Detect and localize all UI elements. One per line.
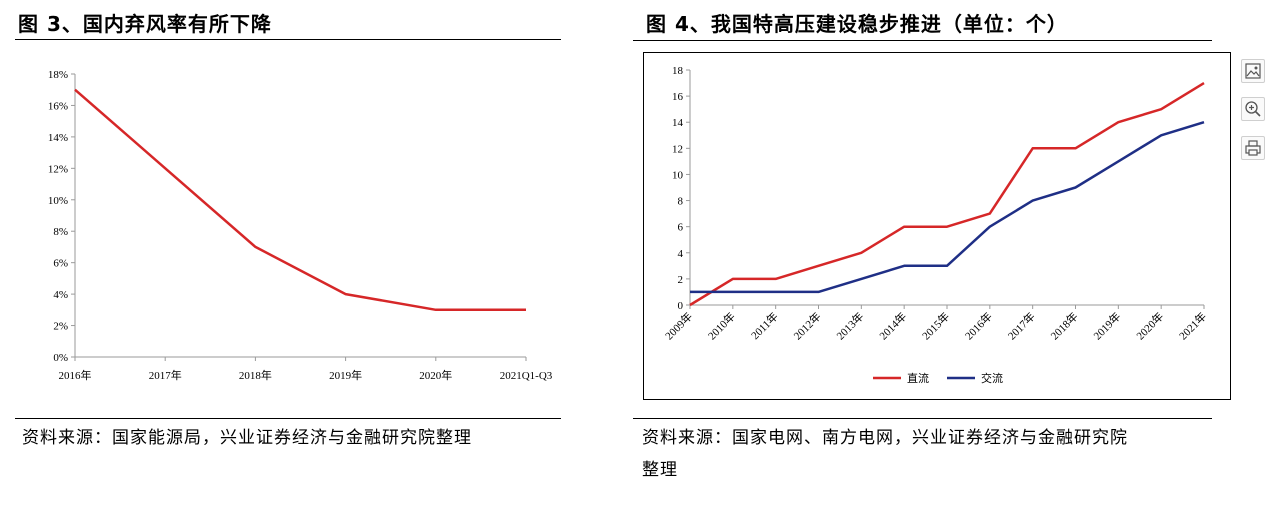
x-tick-label: 2010年 [705, 309, 738, 342]
image-view-button[interactable] [1241, 59, 1265, 83]
legend-label: 交流 [981, 371, 1003, 385]
legend-label: 直流 [907, 371, 929, 385]
zoom-in-button[interactable] [1241, 97, 1265, 121]
figure3-source: 资料来源：国家能源局，兴业证券经济与金融研究院整理 [22, 428, 472, 448]
figure3-source-rule [15, 418, 561, 419]
x-tick-label: 2012年 [790, 309, 823, 342]
y-tick-label: 0% [53, 352, 68, 364]
x-tick-label: 2015年 [919, 309, 952, 342]
series-line-0 [689, 82, 1205, 307]
figure3-title-rule [15, 39, 561, 40]
print-button[interactable] [1241, 136, 1265, 160]
y-tick-label: 4% [53, 289, 68, 301]
figure4-source-rule [633, 418, 1212, 419]
x-tick-label: 2013年 [833, 309, 866, 342]
figure4-title-rule [633, 40, 1212, 41]
y-tick-label: 14 [672, 117, 684, 129]
zoom-in-icon [1245, 101, 1261, 117]
x-tick-label: 2020年 [419, 368, 452, 382]
y-tick-label: 8 [678, 196, 684, 208]
y-tick-label: 18 [672, 65, 684, 77]
x-tick-label: 2017年 [149, 368, 182, 382]
y-tick-label: 18% [48, 69, 68, 81]
x-tick-label: 2016年 [962, 309, 995, 342]
y-tick-label: 6 [678, 222, 684, 234]
y-tick-label: 6% [53, 258, 68, 270]
x-tick-label: 2011年 [748, 309, 781, 342]
y-tick-label: 8% [53, 226, 68, 238]
print-icon [1245, 140, 1261, 156]
x-tick-label: 2009年 [662, 309, 695, 342]
figure3-title: 图 3、国内弃风率有所下降 [18, 12, 272, 36]
x-tick-label: 2017年 [1005, 309, 1038, 342]
x-tick-label: 2021Q1-Q3 [500, 370, 553, 382]
y-tick-label: 12% [48, 163, 68, 175]
y-tick-label: 14% [48, 132, 68, 144]
y-tick-label: 10 [672, 169, 684, 181]
image-icon [1245, 63, 1261, 79]
figure4-source: 资料来源：国家电网、南方电网，兴业证券经济与金融研究院 整理 [642, 422, 1128, 486]
y-tick-label: 10% [48, 195, 68, 207]
figure4-source-line2: 整理 [642, 460, 678, 480]
y-tick-label: 0 [678, 300, 684, 312]
figure4-chart: 0 2 4 6 8 10 12 14 16 18 2009年 2010年 2011年 2012年 2013年… [662, 65, 1209, 385]
figure3-chart: 0% 2% 4% 6% 8% 10% 12% 14% 16% 18% 2016年 2017年 2018年… [48, 69, 553, 382]
x-tick-label: 2018年 [239, 368, 272, 382]
x-tick-label: 2021年 [1176, 309, 1209, 342]
y-tick-label: 2 [678, 274, 684, 286]
figure4-frame [643, 52, 1231, 400]
y-tick-label: 4 [678, 248, 684, 260]
figure4-source-line1: 资料来源：国家电网、南方电网，兴业证券经济与金融研究院 [642, 428, 1128, 448]
x-tick-label: 2019年 [329, 368, 362, 382]
x-tick-label: 2018年 [1047, 309, 1080, 342]
figure4-title: 图 4、我国特高压建设稳步推进（单位：个） [646, 12, 1068, 36]
x-tick-label: 2020年 [1133, 309, 1166, 342]
x-tick-label: 2019年 [1090, 309, 1123, 342]
y-tick-label: 2% [53, 321, 68, 333]
x-tick-label: 2014年 [876, 309, 909, 342]
series-line-1 [690, 121, 1205, 294]
y-tick-label: 12 [672, 143, 683, 155]
x-tick-label: 2016年 [59, 368, 92, 382]
y-tick-label: 16 [672, 91, 684, 103]
y-tick-label: 16% [48, 100, 68, 112]
series-line-0 [74, 88, 526, 312]
